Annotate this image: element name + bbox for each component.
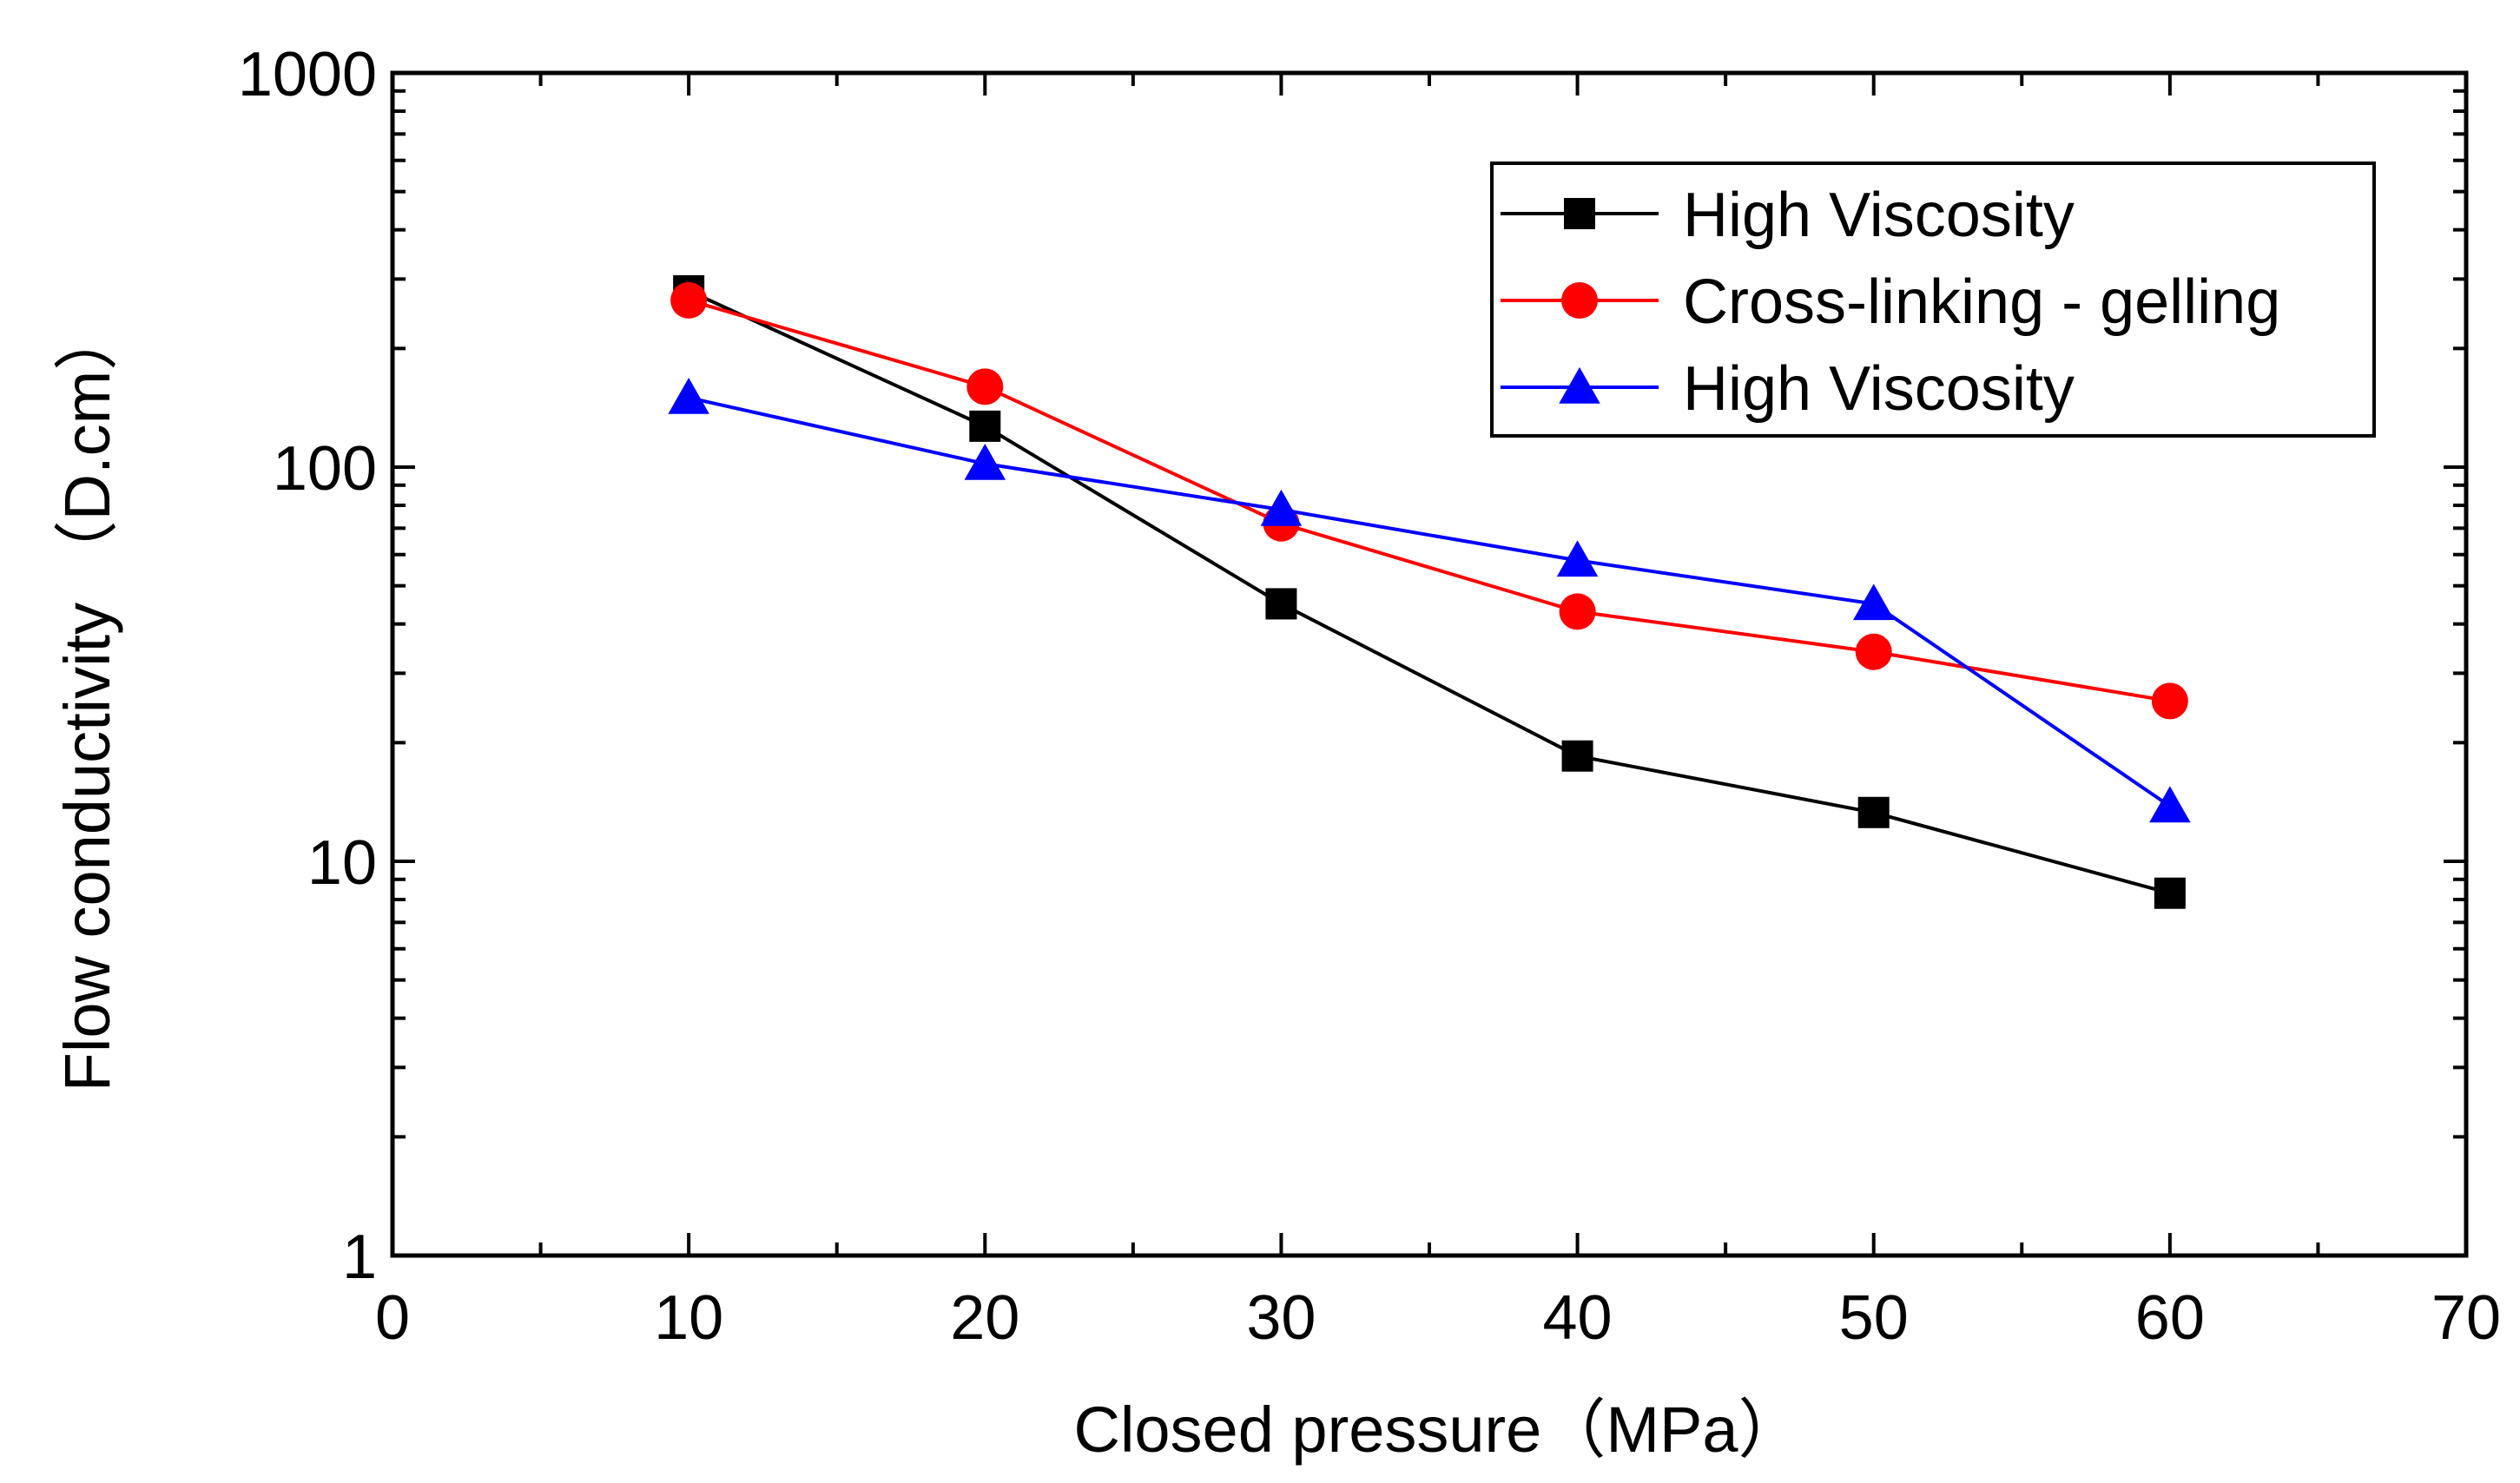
legend-marker [1561,282,1598,319]
y-axis-title: Flow conductivity （D.cm） [51,306,123,1092]
series-1-point [1857,796,1890,828]
legend-item: High Viscosity [1501,354,2075,424]
series-2-point [1855,633,1892,670]
series-1 [673,274,2186,909]
series-3-point [964,443,1006,480]
y-tick-label: 1 [342,1223,377,1292]
series-3-point [2149,786,2191,823]
plot-frame [390,70,2469,1258]
legend-item: Cross-linking - gelling [1501,267,2280,337]
x-tick-label: 10 [654,1283,723,1353]
y-tick-label: 1000 [238,40,377,109]
y-tick-labels: 1 10 100 1000 [238,40,377,1292]
x-tick-label: 20 [950,1283,1019,1353]
legend-item: High Viscosity [1501,181,2075,250]
series-layer [668,274,2191,909]
x-tick-label: 30 [1246,1283,1316,1353]
series-2-point [670,281,708,319]
series-1-line [688,289,2171,895]
x-tick-label: 40 [1543,1283,1613,1353]
series-3-point [1260,489,1303,526]
x-tick-label: 50 [1839,1283,1909,1353]
x-tick-label: 70 [2431,1283,2501,1353]
x-tick-label: 0 [375,1283,410,1353]
legend: High Viscosity Cross-linking - gelling Hig… [1490,161,2376,438]
x-axis-title: Closed pressure（MPa） [1074,1394,1803,1466]
x-tick-labels: 0 10 20 30 40 50 60 70 [375,1283,2501,1353]
series-2-point [2151,682,2188,720]
series-3-point [1852,583,1895,621]
series-3 [668,377,2191,823]
series-3-line [688,396,2171,808]
series-1-point [1561,740,1593,772]
series-1-point [2154,877,2186,909]
legend-label: Cross-linking - gelling [1683,267,2280,337]
series-2-point [966,368,1004,405]
legend-marker [1564,198,1595,229]
legend-label: High Viscosity [1683,181,2075,250]
series-1-point [969,410,1001,442]
series-2-line [688,298,2171,703]
series-3-point [1556,540,1599,577]
legend-label: High Viscosity [1683,354,2075,424]
y-tick-label: 100 [273,434,377,504]
series-1-point [1265,588,1297,620]
legend-marker [1559,366,1600,404]
x-tick-label: 60 [2135,1283,2205,1353]
series-3-point [668,377,709,414]
series-2-point [1559,593,1596,630]
y-tick-label: 10 [307,828,377,898]
